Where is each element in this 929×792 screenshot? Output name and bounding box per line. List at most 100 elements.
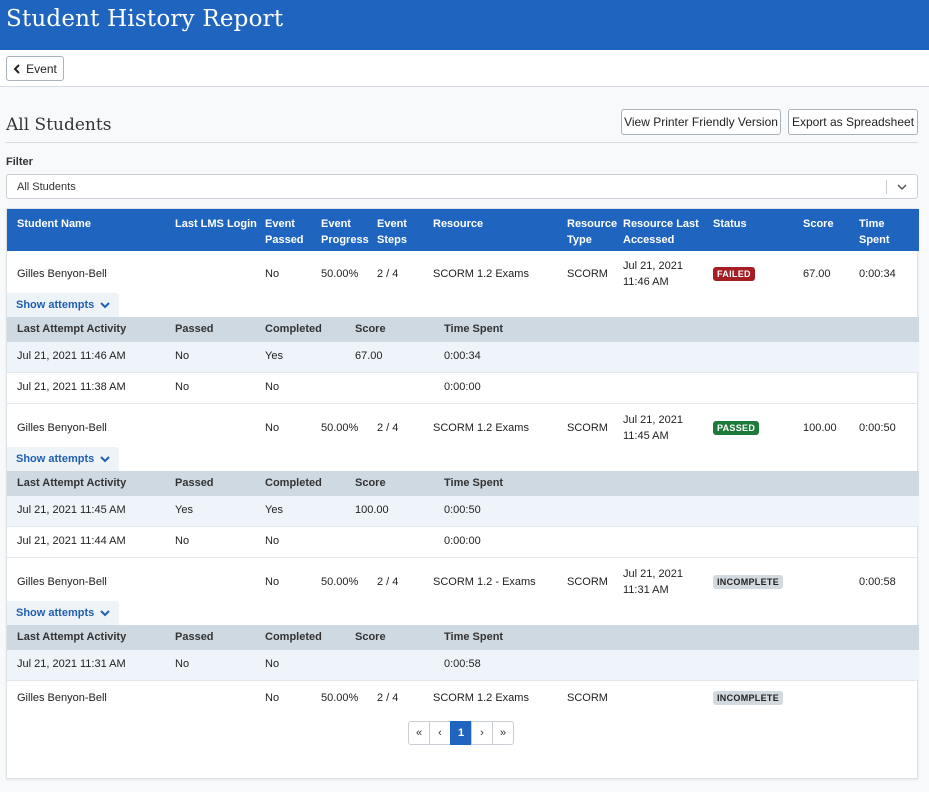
show-attempts-toggle[interactable]: Show attempts [7,601,119,625]
event-steps: 2 / 4 [377,576,399,588]
event-passed: No [265,576,280,588]
attempt-time: 0:00:00 [444,381,481,393]
column-header-line: Event [377,218,407,230]
table-row: Gilles Benyon-Bell No 50.00% 2 / 4 SCORM 1.2… [7,559,919,601]
score: 100.00 [803,422,837,434]
column-header-line: Passed [265,234,304,246]
sub-toolbar: Event [0,50,929,87]
printer-friendly-button[interactable]: View Printer Friendly Version [621,109,781,135]
attempt-time: 0:00:00 [444,535,481,547]
accessed-date: Jul 21, 2021 [623,414,683,426]
show-attempts-toggle[interactable]: Show attempts [7,293,119,317]
event-steps: 2 / 4 [377,268,399,280]
section-divider [6,142,918,143]
attempt-column-header: Score [355,631,386,643]
column-header-line: Spent [859,234,890,246]
attempt-column-header: Completed [265,631,322,643]
filter-select-value: All Students [17,181,76,193]
resource-type: SCORM [567,692,608,704]
attempt-score: 100.00 [355,504,389,516]
chevron-down-icon [100,302,110,309]
pagination: « ‹ 1 › » [408,721,514,745]
attempt-activity: Jul 21, 2021 11:38 AM [17,381,126,393]
pagination-page-1[interactable]: 1 [450,721,472,745]
attempt-column-header: Passed [175,631,214,643]
pagination-next-button[interactable]: › [471,721,493,745]
column-header-line: Type [567,234,592,246]
score: 67.00 [803,268,831,280]
filter-select-separator [886,180,887,194]
student-history-table: Student Name Last LMS Login Event Passed Eve… [6,208,919,779]
export-spreadsheet-button[interactable]: Export as Spreadsheet [788,109,918,135]
resource-last-accessed: Jul 21, 2021 11:46 AM [623,258,683,290]
column-header: Resource Last Accessed [623,216,699,248]
resource-name: SCORM 1.2 Exams [433,692,529,704]
event-progress: 50.00% [321,576,359,588]
chevron-left-icon [13,63,20,74]
time-spent: 0:00:50 [859,422,896,434]
accessed-time: 11:45 AM [623,430,669,442]
status-badge: INCOMPLETE [713,575,784,589]
chevron-down-icon [100,610,110,617]
attempt-column-header: Last Attempt Activity [17,631,127,643]
back-to-event-button[interactable]: Event [6,56,64,81]
pagination-last-button[interactable]: » [492,721,514,745]
time-spent: 0:00:34 [859,268,896,280]
accessed-date: Jul 21, 2021 [623,260,683,272]
attempt-row: Jul 21, 2021 11:31 AM No No 0:00:58 [7,650,919,681]
event-passed: No [265,268,280,280]
student-name: Gilles Benyon-Bell [17,692,107,704]
student-name: Gilles Benyon-Bell [17,268,107,280]
event-progress: 50.00% [321,692,359,704]
section-title: All Students [6,115,112,135]
attempt-completed: No [265,381,280,393]
resource-type: SCORM [567,268,608,280]
column-header-line: Progress [321,234,369,246]
attempt-completed: Yes [265,504,283,516]
resource-type: SCORM [567,576,608,588]
event-passed: No [265,692,280,704]
column-header: Status [713,216,747,232]
column-header-line: Resource [433,218,484,230]
filter-select[interactable]: All Students [6,174,918,199]
student-name: Gilles Benyon-Bell [17,576,107,588]
pagination-first-button[interactable]: « [408,721,430,745]
column-header: Student Name [17,216,91,232]
attempt-column-header: Time Spent [444,631,504,643]
chevron-down-icon[interactable] [897,182,907,192]
attempt-row: Jul 21, 2021 11:45 AM Yes Yes 100.00 0:00:50 [7,496,919,527]
column-header: Event Passed [265,216,304,248]
attempt-activity: Jul 21, 2021 11:46 AM [17,350,126,362]
resource-name: SCORM 1.2 Exams [433,268,529,280]
attempt-passed: No [175,535,190,547]
resource-name: SCORM 1.2 Exams [433,422,529,434]
status-badge: PASSED [713,421,760,435]
attempt-row: Jul 21, 2021 11:38 AM No No 0:00:00 [7,373,919,404]
time-spent: 0:00:58 [859,576,896,588]
attempt-completed: No [265,535,280,547]
attempt-row: Jul 21, 2021 11:44 AM No No 0:00:00 [7,527,919,558]
back-button-label: Event [26,61,57,76]
resource-last-accessed: Jul 21, 2021 11:45 AM [623,412,683,444]
attempt-time: 0:00:58 [444,658,481,670]
status-badge: INCOMPLETE [713,691,784,705]
resource-name: SCORM 1.2 - Exams [433,576,536,588]
event-steps: 2 / 4 [377,422,399,434]
column-header-line: Resource [567,218,618,230]
attempt-column-header: Completed [265,477,322,489]
attempt-time: 0:00:34 [444,350,481,362]
accessed-date: Jul 21, 2021 [623,568,683,580]
attempt-passed: No [175,381,190,393]
column-header: Resource Type [567,216,617,248]
status-badge: FAILED [713,267,755,281]
column-header-line: Status [713,218,747,230]
attempt-column-header: Passed [175,477,214,489]
column-header-line: Accessed [623,234,675,246]
attempt-column-header: Time Spent [444,477,504,489]
attempts-header: Last Attempt Activity Passed Completed Scor… [7,625,919,650]
column-header-line: Resource Last [623,218,699,230]
attempt-column-header: Score [355,323,386,335]
show-attempts-toggle[interactable]: Show attempts [7,447,119,471]
pagination-prev-button[interactable]: ‹ [429,721,451,745]
accessed-time: 11:46 AM [623,276,669,288]
